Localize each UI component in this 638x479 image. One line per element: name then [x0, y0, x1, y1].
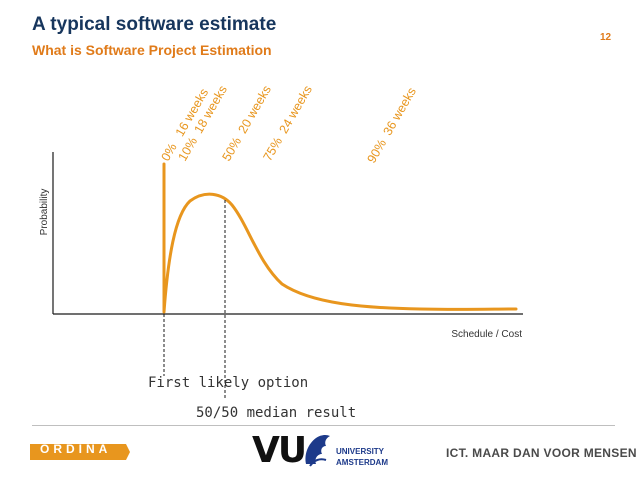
median-annotation: 50/50 median result	[196, 405, 356, 421]
ordina-logo	[30, 444, 130, 460]
griffin-icon	[305, 434, 330, 467]
probability-curve	[162, 162, 518, 314]
ordina-logo-text: ORDINA	[40, 442, 112, 456]
university-name: UNIVERSITY AMSTERDAM	[336, 446, 388, 468]
university-line-1: UNIVERSITY	[336, 447, 385, 456]
first-option-annotation: First likely option	[148, 375, 308, 391]
university-line-2: AMSTERDAM	[336, 458, 388, 467]
x-axis-label: Schedule / Cost	[451, 329, 522, 340]
page-number: 12	[600, 32, 612, 43]
footer-divider	[32, 425, 615, 426]
footer-tagline: ICT. MAAR DAN VOOR MENSEN	[446, 446, 637, 460]
percentile-label-90: 90% 36 weeks	[364, 85, 419, 165]
y-axis-label: Probability	[39, 189, 50, 236]
vu-logo: VU	[252, 430, 307, 471]
slide-title: A typical software estimate	[32, 14, 277, 35]
slide-subtitle: What is Software Project Estimation	[32, 42, 272, 58]
